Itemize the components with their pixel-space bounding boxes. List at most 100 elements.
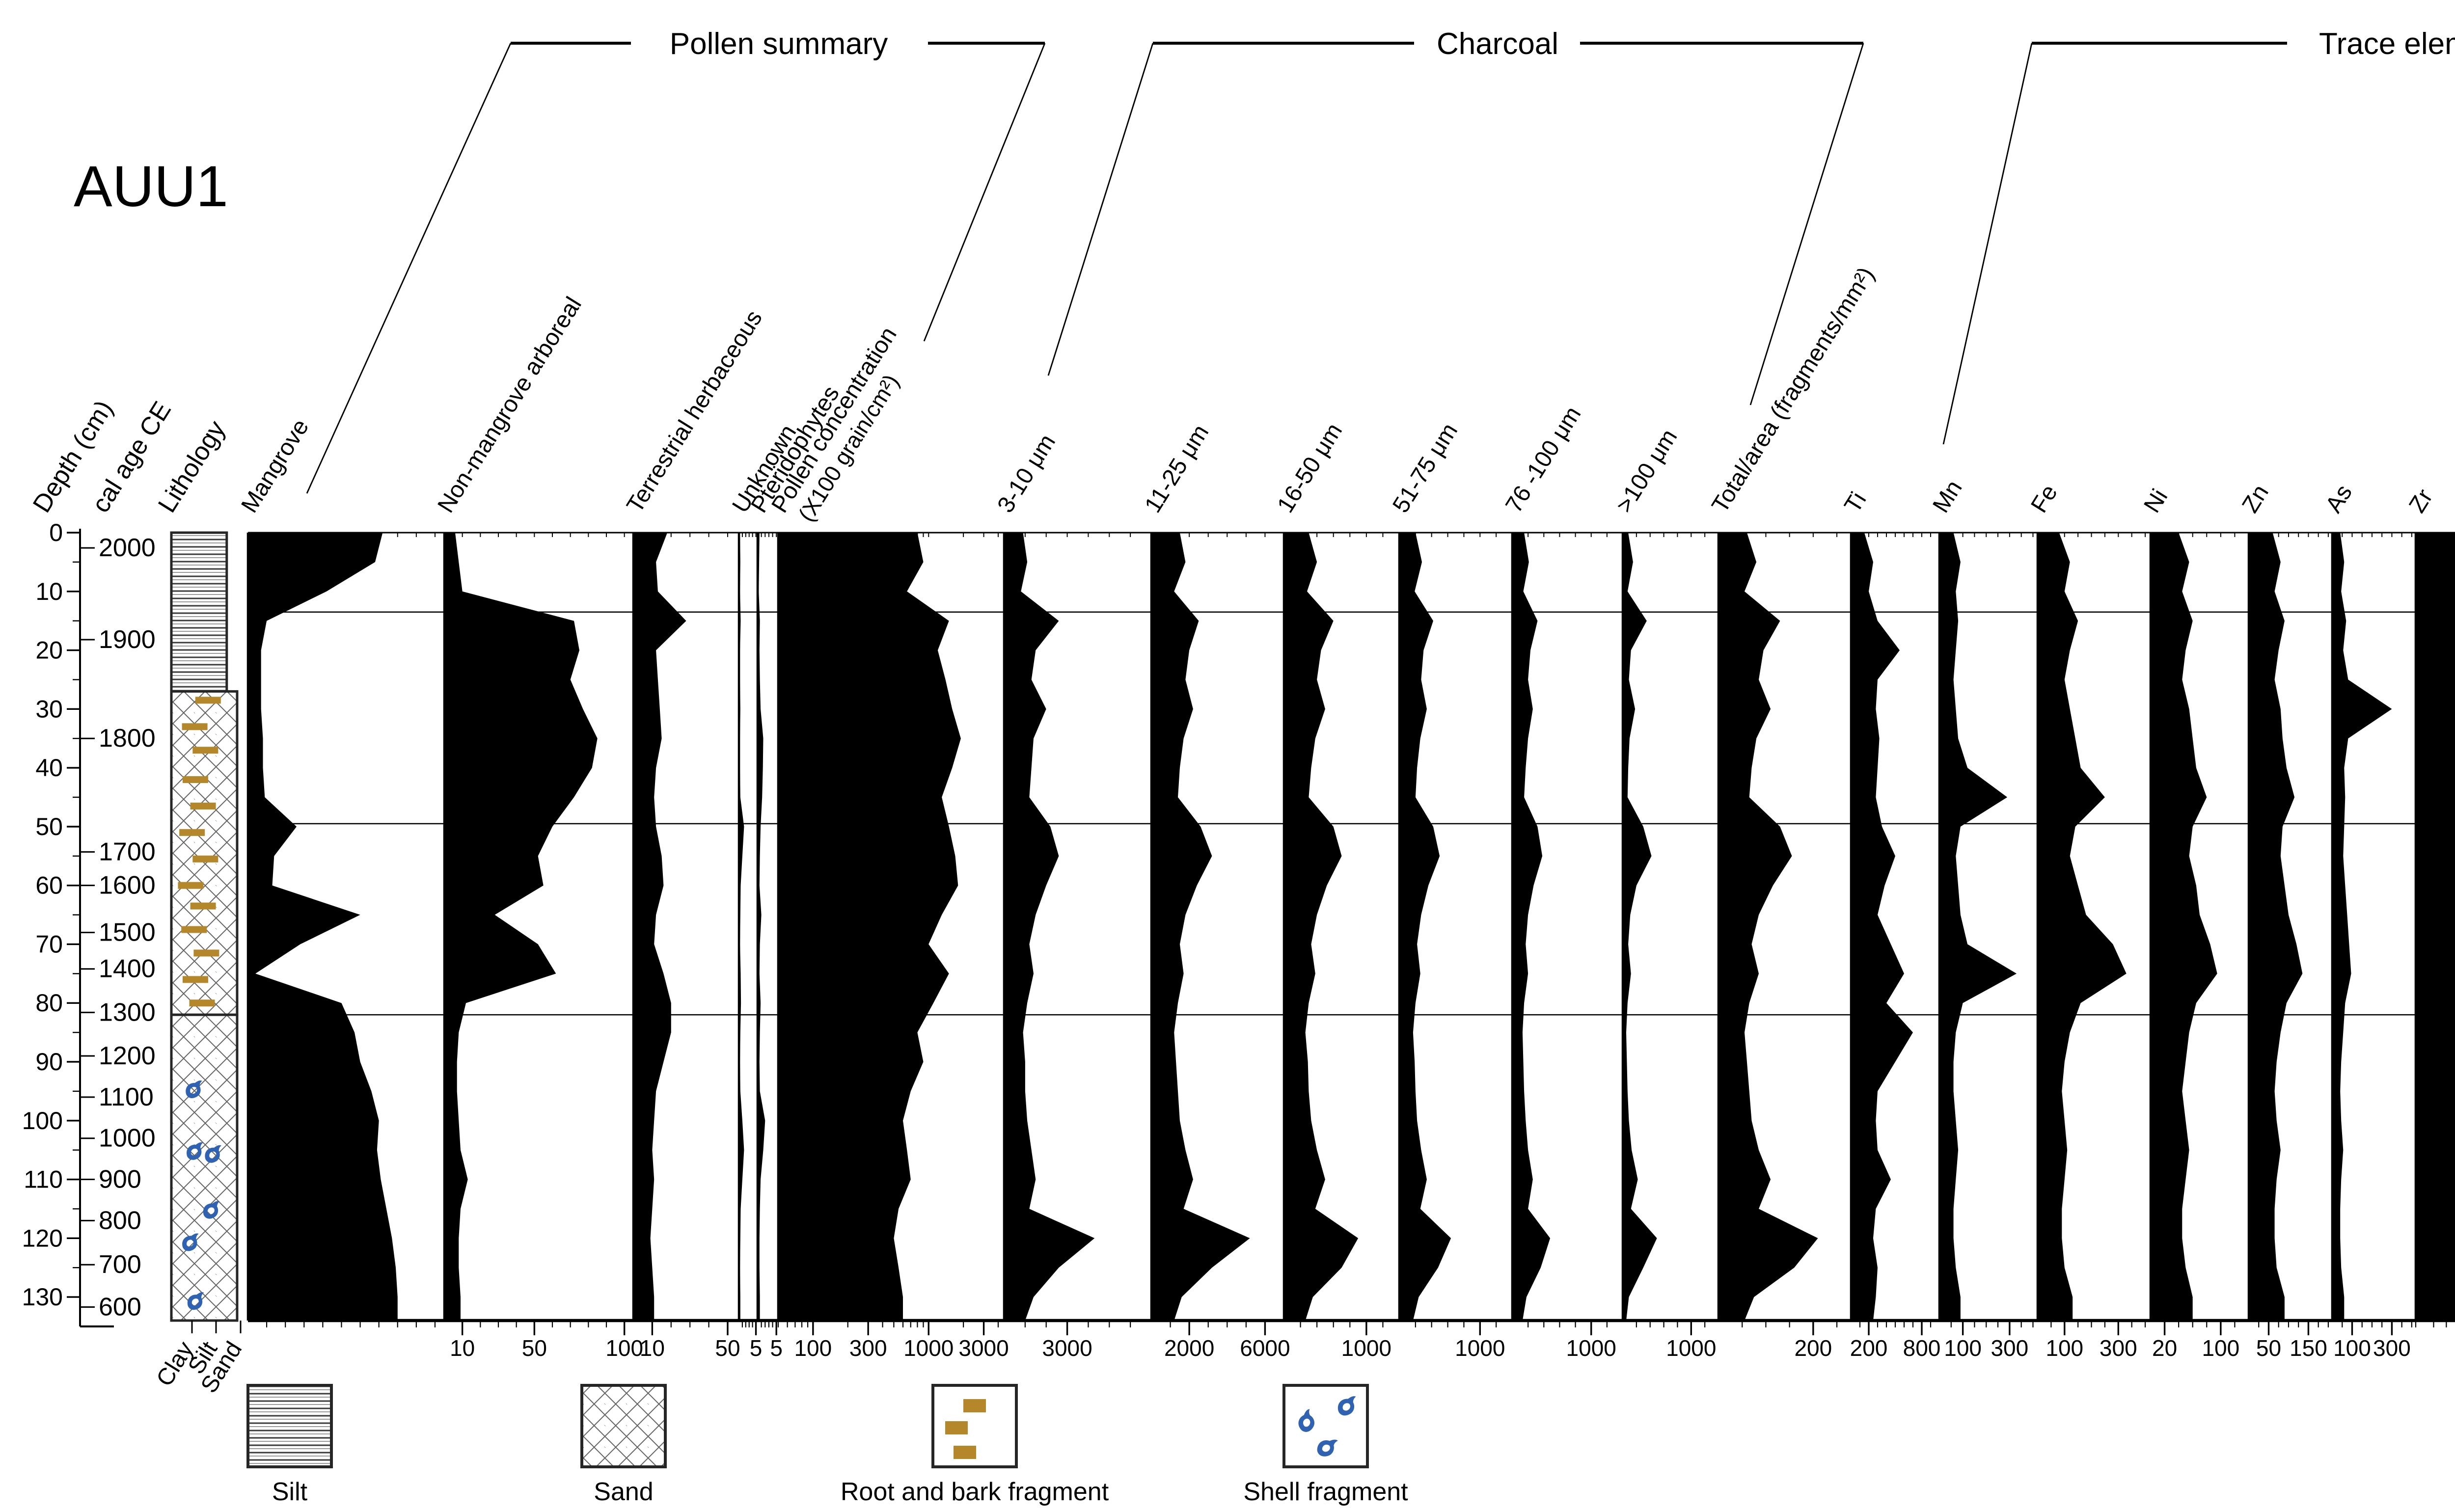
svg-text:120: 120 <box>22 1224 63 1252</box>
root-fragment-symbol <box>182 976 208 983</box>
svg-text:70: 70 <box>35 930 63 958</box>
svg-text:700: 700 <box>99 1250 141 1279</box>
legend-label-root: Root and bark fragment <box>841 1478 1109 1506</box>
svg-text:100: 100 <box>22 1107 63 1134</box>
profile-cgt100 <box>1623 533 1657 1321</box>
svg-text:50: 50 <box>522 1335 547 1361</box>
profile-mn <box>1939 533 2017 1321</box>
svg-text:2000: 2000 <box>1164 1335 1214 1361</box>
svg-text:600: 600 <box>99 1293 141 1321</box>
svg-text:1100: 1100 <box>99 1083 154 1111</box>
svg-text:3000: 3000 <box>958 1335 1009 1361</box>
profile-c1650 <box>1284 533 1359 1321</box>
column-label-mangrove: Mangrove <box>236 415 314 517</box>
svg-text:0: 0 <box>49 519 63 546</box>
legend-label-silt: Silt <box>272 1478 308 1506</box>
root-fragment-symbol <box>181 926 207 933</box>
svg-text:1000: 1000 <box>1666 1335 1716 1361</box>
column-label-c76100: 76 -100 μm <box>1500 402 1586 517</box>
legend-label-sand: Sand <box>594 1478 653 1506</box>
svg-text:1500: 1500 <box>99 918 156 946</box>
root-fragment-symbol <box>178 882 204 889</box>
svg-text:150: 150 <box>2290 1335 2327 1361</box>
svg-text:40: 40 <box>35 754 63 782</box>
lithology-unit-sand <box>170 690 239 1016</box>
svg-text:300: 300 <box>2373 1335 2411 1361</box>
svg-text:1000: 1000 <box>903 1335 954 1361</box>
root-fragment-symbol <box>190 902 216 910</box>
svg-text:110: 110 <box>24 1166 63 1193</box>
column-label-ni: Ni <box>2139 485 2173 517</box>
svg-text:800: 800 <box>1903 1335 1941 1361</box>
root-fragment-symbol <box>192 747 218 754</box>
svg-text:1900: 1900 <box>99 625 156 654</box>
svg-text:60: 60 <box>35 872 63 899</box>
profile-ctotal <box>1718 533 1818 1321</box>
svg-text:1000: 1000 <box>1455 1335 1505 1361</box>
svg-text:100: 100 <box>2046 1335 2083 1361</box>
column-label-mn: Mn <box>1928 476 1967 517</box>
profile-th <box>633 533 686 1321</box>
column-label-c310: 3-10 μm <box>992 430 1061 517</box>
panel-ni: 20 100 Ni <box>2139 485 2239 1361</box>
group-header-charcoal: Charcoal <box>1437 27 1558 61</box>
column-label-fe: Fe <box>2026 480 2063 517</box>
profile-as <box>2332 533 2392 1321</box>
svg-text:10: 10 <box>450 1335 475 1361</box>
svg-text:900: 900 <box>99 1165 141 1194</box>
panel-ti: 200 800 Ti <box>1839 487 1940 1361</box>
page-title: AUU1 <box>74 154 228 219</box>
root-fragment-symbol <box>182 776 208 783</box>
svg-text:100: 100 <box>1944 1335 1982 1361</box>
svg-text:90: 90 <box>35 1048 63 1076</box>
panel-nma: 10 50 100 Non-mangrove arboreal <box>433 293 643 1361</box>
profile-nma <box>444 533 598 1321</box>
panel-c310: 3000 3-10 μm <box>992 430 1131 1361</box>
svg-text:1200: 1200 <box>99 1042 156 1070</box>
svg-text:100: 100 <box>794 1335 832 1361</box>
svg-text:5: 5 <box>750 1335 763 1361</box>
group-header-pollen-summary: Pollen summary <box>670 27 888 61</box>
svg-text:50: 50 <box>35 813 63 840</box>
root-fragment-symbol <box>193 949 219 957</box>
svg-text:1000: 1000 <box>99 1124 156 1153</box>
svg-text:1600: 1600 <box>99 871 156 900</box>
root-fragment-symbol <box>192 855 218 863</box>
profile-fe <box>2038 533 2127 1321</box>
group-header-lines <box>306 42 2287 494</box>
svg-text:130: 130 <box>22 1283 63 1311</box>
column-label-c5175: 51-75 μm <box>1388 419 1463 517</box>
svg-text:2000: 2000 <box>99 534 156 562</box>
lithology-unit-silt <box>170 531 228 693</box>
column-label-cgt100: >100 μm <box>1611 425 1682 517</box>
svg-text:80: 80 <box>35 989 63 1017</box>
profile-zn <box>2249 533 2303 1321</box>
svg-text:30: 30 <box>35 695 63 723</box>
profile-pteridophytes <box>758 533 765 1321</box>
svg-text:1400: 1400 <box>99 955 156 983</box>
legend-swatch-shell <box>1282 1384 1369 1468</box>
root-fragment-symbol <box>190 802 216 810</box>
svg-text:3000: 3000 <box>1042 1335 1092 1361</box>
profile-c310 <box>1004 533 1095 1321</box>
column-label-zn: Zn <box>2237 480 2274 517</box>
group-header-trace-element: Trace element <box>2319 27 2455 61</box>
profile-c5175 <box>1399 533 1451 1321</box>
legend-swatch-silt <box>246 1384 333 1468</box>
panel-c5175: 1000 51-75 μm <box>1388 419 1505 1361</box>
panel-mangrove: Mangrove <box>236 415 436 1327</box>
root-fragment-symbol <box>179 829 205 836</box>
svg-text:300: 300 <box>1991 1335 2028 1361</box>
svg-text:100: 100 <box>2333 1335 2371 1361</box>
column-label-nma: Non-mangrove arboreal <box>433 293 587 517</box>
svg-text:1300: 1300 <box>99 998 156 1026</box>
column-label-c1125: 11-25 μm <box>1140 420 1214 517</box>
svg-text:800: 800 <box>99 1206 141 1235</box>
panel-cgt100: 1000 >100 μm <box>1611 425 1716 1361</box>
legend-swatch-root <box>931 1384 1018 1468</box>
svg-text:1700: 1700 <box>99 837 156 866</box>
column-label-zr: Zr <box>2404 485 2438 517</box>
